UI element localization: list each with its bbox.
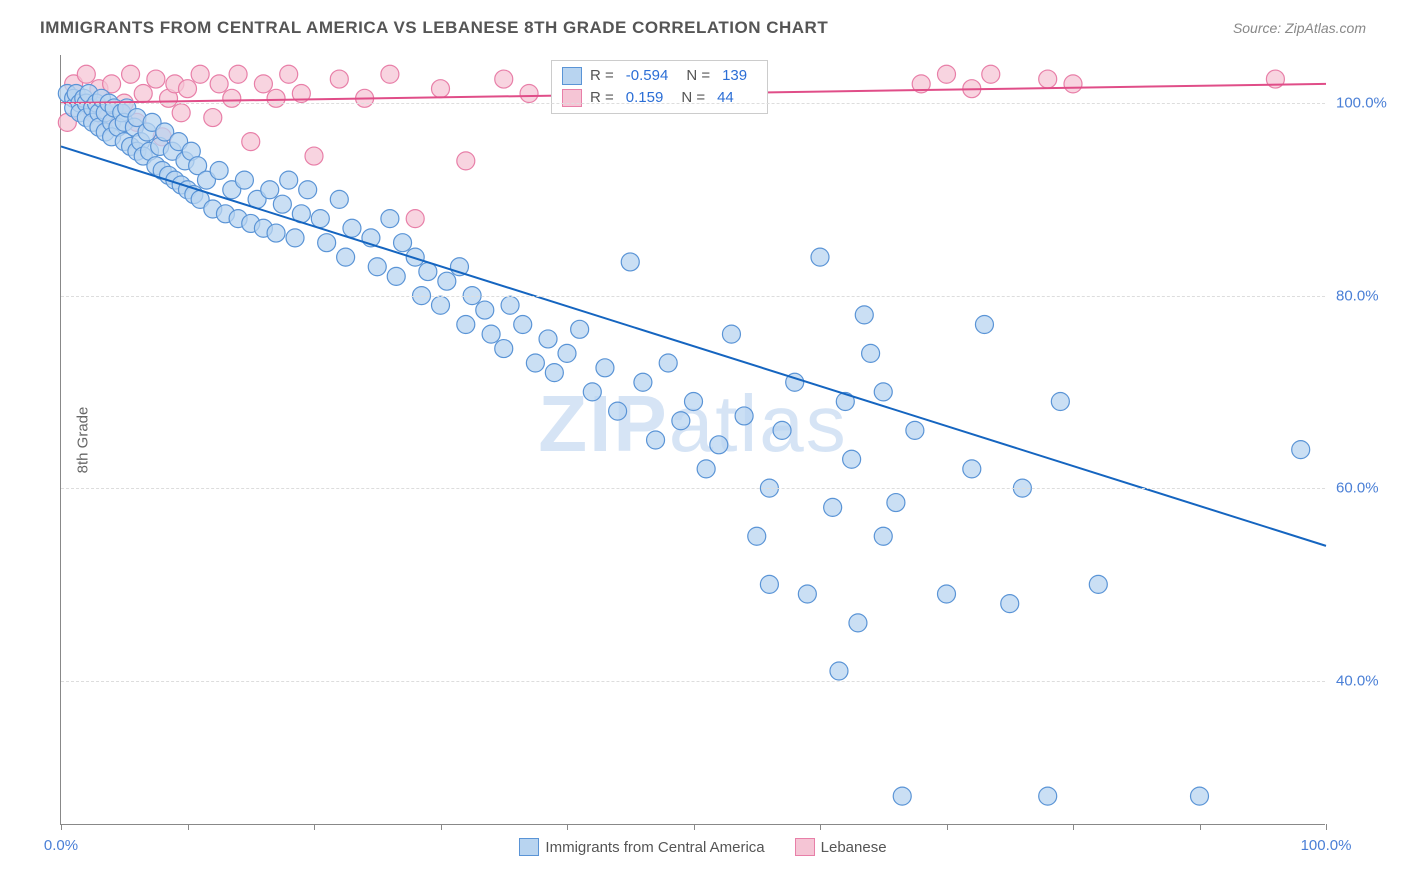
ytick-label: 80.0% xyxy=(1336,287,1379,304)
xtick xyxy=(694,824,695,830)
chart-svg xyxy=(61,55,1326,825)
swatch-pink xyxy=(562,89,582,107)
xtick xyxy=(947,824,948,830)
gridline-h xyxy=(61,103,1325,104)
ytick-label: 100.0% xyxy=(1336,95,1387,112)
ytick-label: 40.0% xyxy=(1336,672,1379,689)
xtick xyxy=(1200,824,1201,830)
stats-legend: R = -0.594 N = 139 R = 0.159 N = 44 xyxy=(551,60,768,114)
stats-row-1: R = 0.159 N = 44 xyxy=(562,87,757,109)
gridline-h xyxy=(61,681,1325,682)
xtick xyxy=(1326,824,1327,830)
legend-item-1: Lebanese xyxy=(795,838,887,856)
xtick xyxy=(188,824,189,830)
plot-area: 8th Grade ZIPatlas R = -0.594 N = 139 R … xyxy=(60,55,1325,825)
ytick-label: 60.0% xyxy=(1336,480,1379,497)
xtick xyxy=(567,824,568,830)
xtick xyxy=(441,824,442,830)
swatch-blue xyxy=(562,67,582,85)
swatch-pink-bottom xyxy=(795,838,815,856)
xtick xyxy=(314,824,315,830)
legend-item-0: Immigrants from Central America xyxy=(519,838,764,856)
source-label: Source: ZipAtlas.com xyxy=(1233,20,1366,36)
xtick xyxy=(820,824,821,830)
bottom-legend: Immigrants from Central America Lebanese xyxy=(0,838,1406,856)
stats-row-0: R = -0.594 N = 139 xyxy=(562,65,757,87)
gridline-h xyxy=(61,296,1325,297)
xtick xyxy=(61,824,62,830)
chart-title: IMMIGRANTS FROM CENTRAL AMERICA VS LEBAN… xyxy=(40,18,828,38)
gridline-h xyxy=(61,488,1325,489)
xtick xyxy=(1073,824,1074,830)
swatch-blue-bottom xyxy=(519,838,539,856)
